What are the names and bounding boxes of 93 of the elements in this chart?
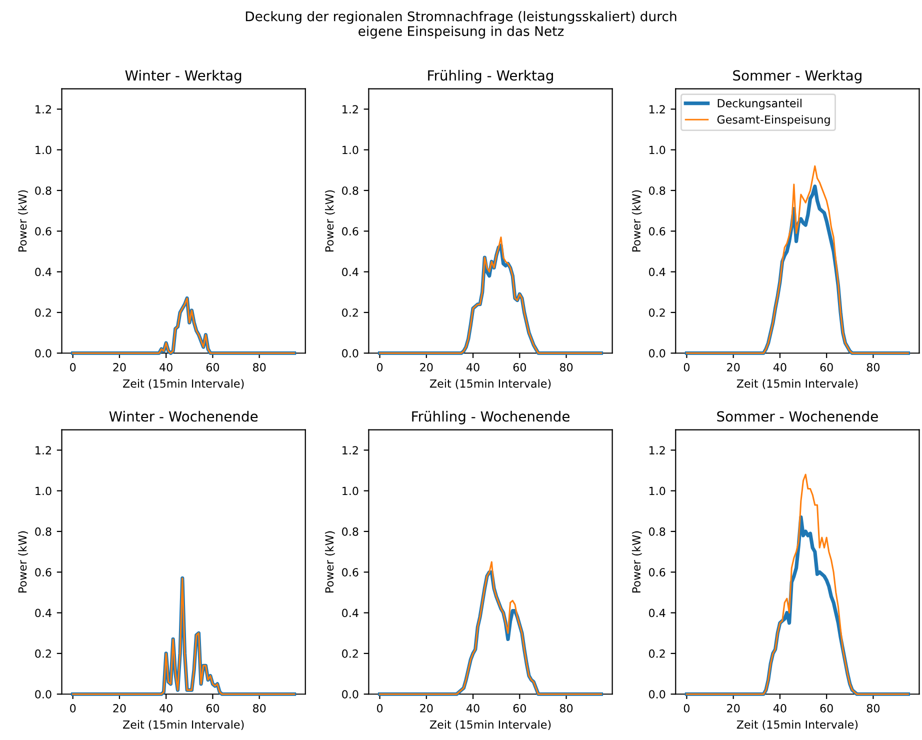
y-tick-label: 0.0: [342, 690, 358, 698]
x-tick-label: 60: [206, 704, 220, 712]
y-tick-label: 0.6: [648, 568, 666, 576]
x-tick-label: 0: [376, 704, 383, 712]
y-tick-label: 0.4: [648, 608, 666, 618]
y-tick-label: 0.6: [35, 568, 52, 576]
y-tick-label: 0.4: [35, 608, 52, 618]
y-tick-label: 0.6: [342, 568, 358, 576]
y-tick-label: 0.4: [342, 608, 358, 618]
y-tick-label: 0.8: [342, 186, 358, 195]
x-axis-title: Zeit (15min Intervale): [736, 379, 858, 390]
legend-label: Deckungsanteil: [718, 98, 802, 110]
x-tick-label: 40: [773, 363, 786, 372]
chart-title: Winter - Werktag: [125, 70, 242, 84]
y-tick-label: 0.4: [648, 268, 666, 276]
y-axis-title: Power (kW): [18, 190, 28, 252]
x-axis-title: Zeit (15min Intervale): [123, 720, 244, 730]
x-tick-label: 80: [866, 704, 880, 712]
y-tick-label: 1.0: [649, 486, 666, 496]
x-tick-label: 0: [70, 704, 76, 712]
y-tick-label: 0.2: [648, 649, 665, 658]
x-tick-label: 0: [70, 363, 76, 372]
x-tick-label: 20: [727, 363, 740, 372]
y-tick-label: 1.2: [342, 446, 358, 454]
y-tick-label: 0.2: [35, 308, 51, 317]
y-tick-label: 0.8: [648, 527, 666, 536]
y-tick-label: 0.2: [35, 649, 51, 658]
x-tick-label: 0: [684, 363, 690, 372]
y-tick-label: 0.6: [35, 227, 52, 236]
x-tick-label: 60: [513, 704, 526, 712]
y-axis-title: Power (kW): [18, 531, 28, 592]
y-tick-label: 0.4: [342, 268, 358, 276]
x-tick-label: 60: [513, 363, 526, 372]
x-tick-label: 40: [160, 363, 172, 372]
y-tick-label: 0.0: [35, 690, 52, 698]
y-tick-label: 0.0: [648, 690, 666, 698]
x-tick-label: 40: [466, 363, 480, 372]
x-tick-label: 60: [820, 704, 833, 712]
x-axis-title: Zeit (15min Intervale): [430, 379, 551, 390]
x-tick-label: 0: [684, 704, 690, 712]
x-tick-label: 80: [866, 363, 880, 372]
y-tick-label: 0.2: [342, 308, 358, 317]
y-tick-label: 1.0: [36, 486, 52, 496]
y-tick-label: 1.0: [649, 146, 666, 154]
y-tick-label: 1.2: [649, 105, 665, 114]
x-axis-title: Zeit (15min Intervale): [123, 379, 244, 390]
y-axis-title: Power (kW): [632, 190, 642, 252]
y-tick-label: 0.6: [648, 227, 666, 236]
x-tick-label: 40: [160, 704, 172, 712]
y-tick-label: 1.0: [342, 486, 358, 496]
y-tick-label: 0.0: [648, 349, 666, 358]
x-tick-label: 40: [773, 704, 786, 712]
y-tick-label: 1.2: [649, 446, 665, 454]
x-tick-label: 20: [420, 704, 433, 712]
y-tick-label: 0.6: [342, 227, 358, 236]
x-tick-label: 80: [253, 704, 266, 712]
x-tick-label: 20: [727, 704, 740, 712]
chart-title: Sommer - Werktag: [733, 70, 862, 84]
y-axis-title: Power (kW): [632, 531, 642, 592]
x-tick-label: 20: [113, 704, 126, 712]
x-tick-label: 80: [560, 363, 573, 372]
chart-title: Winter - Wochenende: [109, 410, 258, 422]
x-tick-label: 60: [206, 363, 220, 372]
y-tick-label: 1.2: [36, 446, 51, 454]
y-tick-label: 1.0: [36, 146, 52, 154]
x-axis-title: Zeit (15min Intervale): [430, 720, 551, 730]
y-tick-label: 0.8: [342, 527, 358, 536]
y-tick-label: 0.0: [342, 349, 358, 358]
x-axis-title: Zeit (15min Intervale): [736, 720, 858, 730]
legend-label: Gesamt-Einspeisung: [717, 115, 830, 126]
x-tick-label: 40: [466, 704, 480, 712]
chart-title: Frühling - Wochenende: [412, 410, 570, 424]
x-tick-label: 20: [420, 363, 433, 372]
y-tick-label: 0.8: [648, 186, 666, 195]
y-tick-label: 0.4: [35, 268, 52, 276]
x-tick-label: 60: [820, 363, 833, 372]
chart-title: Frühling - Werktag: [428, 70, 553, 84]
x-tick-label: 0: [376, 363, 383, 372]
y-tick-label: 0.2: [342, 649, 358, 658]
y-tick-label: 1.2: [342, 105, 358, 114]
text: Deckung der regionalen Stromnachfrage (leistungsskaliert) durch eigene Einspeisung in das Netz: [246, 11, 676, 39]
x-tick-label: 20: [113, 363, 126, 372]
y-tick-label: 1.0: [342, 146, 358, 154]
x-tick-label: 80: [253, 363, 266, 372]
chart-title: Sommer - Wochenende: [717, 410, 878, 422]
y-tick-label: 0.0: [35, 349, 52, 358]
x-tick-label: 80: [560, 704, 573, 712]
y-tick-label: 0.2: [648, 308, 665, 317]
y-tick-label: 1.2: [36, 105, 51, 114]
y-tick-label: 0.8: [35, 527, 52, 536]
y-axis-title: Power (kW): [325, 531, 335, 592]
y-tick-label: 0.8: [35, 186, 52, 195]
y-axis-title: Power (kW): [325, 190, 335, 252]
